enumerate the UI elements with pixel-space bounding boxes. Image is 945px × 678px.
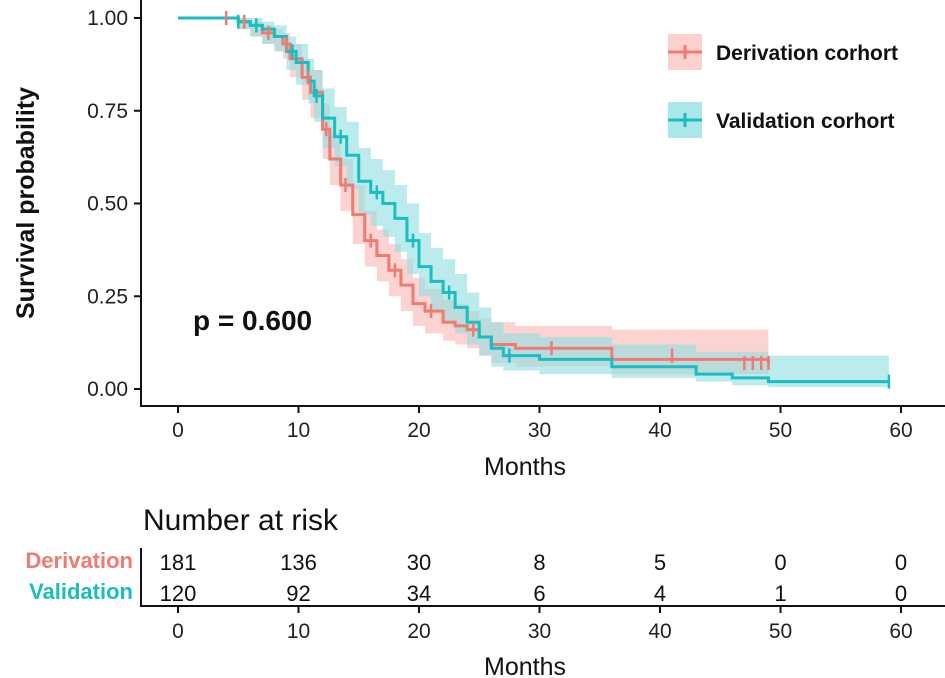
risk-row-label-derivation: Derivation [25, 548, 133, 573]
x-tick-label: 50 [769, 419, 792, 442]
risk-value-derivation: 0 [774, 550, 786, 575]
risk-value-validation: 34 [407, 581, 431, 606]
y-tick-label: 0.50 [87, 193, 128, 216]
risk-value-validation: 1 [774, 581, 786, 606]
risk-value-derivation: 8 [533, 550, 545, 575]
x-tick-label: 30 [528, 419, 551, 442]
legend-label-derivation: Derivation corhort [716, 42, 898, 65]
risk-value-derivation: 0 [895, 550, 907, 575]
risk-value-derivation: 5 [654, 550, 666, 575]
risk-row-label-validation: Validation [29, 579, 133, 604]
x-axis-title: Months [484, 453, 566, 481]
x-tick-label: 40 [648, 419, 671, 442]
risk-x-axis-title: Months [484, 653, 566, 678]
risk-value-derivation: 181 [160, 550, 197, 575]
y-axis-title: Survival probability [12, 87, 40, 319]
y-tick-label: 0.00 [87, 378, 128, 401]
risk-table-row-labels: Derivation Validation [25, 548, 133, 604]
risk-x-ticks: 0 10 20 30 40 50 60 [172, 606, 913, 643]
legend-label-validation: Validation corhort [716, 110, 895, 133]
risk-x-tick-label: 10 [287, 620, 310, 643]
risk-value-derivation: 30 [407, 550, 431, 575]
censor-marks [224, 11, 891, 389]
p-value-annotation: p = 0.600 [193, 305, 312, 336]
risk-value-validation: 4 [654, 581, 666, 606]
risk-value-validation: 6 [533, 581, 545, 606]
risk-table-title: Number at risk [143, 504, 339, 537]
x-tick-label: 10 [287, 419, 310, 442]
y-tick-label: 0.25 [87, 285, 128, 308]
x-tick-label: 20 [407, 419, 430, 442]
risk-value-derivation: 136 [280, 550, 317, 575]
legend: Derivation corhort Validation corhort [668, 34, 898, 138]
confidence-bands [178, 18, 889, 388]
risk-value-validation: 0 [895, 581, 907, 606]
x-tick-label: 60 [889, 419, 912, 442]
risk-x-tick-label: 20 [407, 620, 430, 643]
x-ticks: 0 10 20 30 40 50 60 [172, 406, 913, 442]
y-tick-label: 0.75 [87, 100, 128, 123]
y-tick-label: 1.00 [87, 7, 128, 30]
risk-x-tick-label: 50 [769, 620, 792, 643]
x-tick-label: 0 [172, 419, 184, 442]
risk-x-tick-label: 40 [648, 620, 671, 643]
risk-value-validation: 120 [160, 581, 197, 606]
risk-x-tick-label: 30 [528, 620, 551, 643]
risk-x-tick-label: 0 [172, 620, 184, 643]
y-ticks: 0.00 0.25 0.50 0.75 1.00 [87, 7, 141, 401]
risk-value-validation: 92 [286, 581, 310, 606]
risk-table-values: 181 136 30 8 5 0 0 120 92 34 6 4 1 0 [160, 550, 907, 606]
risk-x-tick-label: 60 [889, 620, 912, 643]
